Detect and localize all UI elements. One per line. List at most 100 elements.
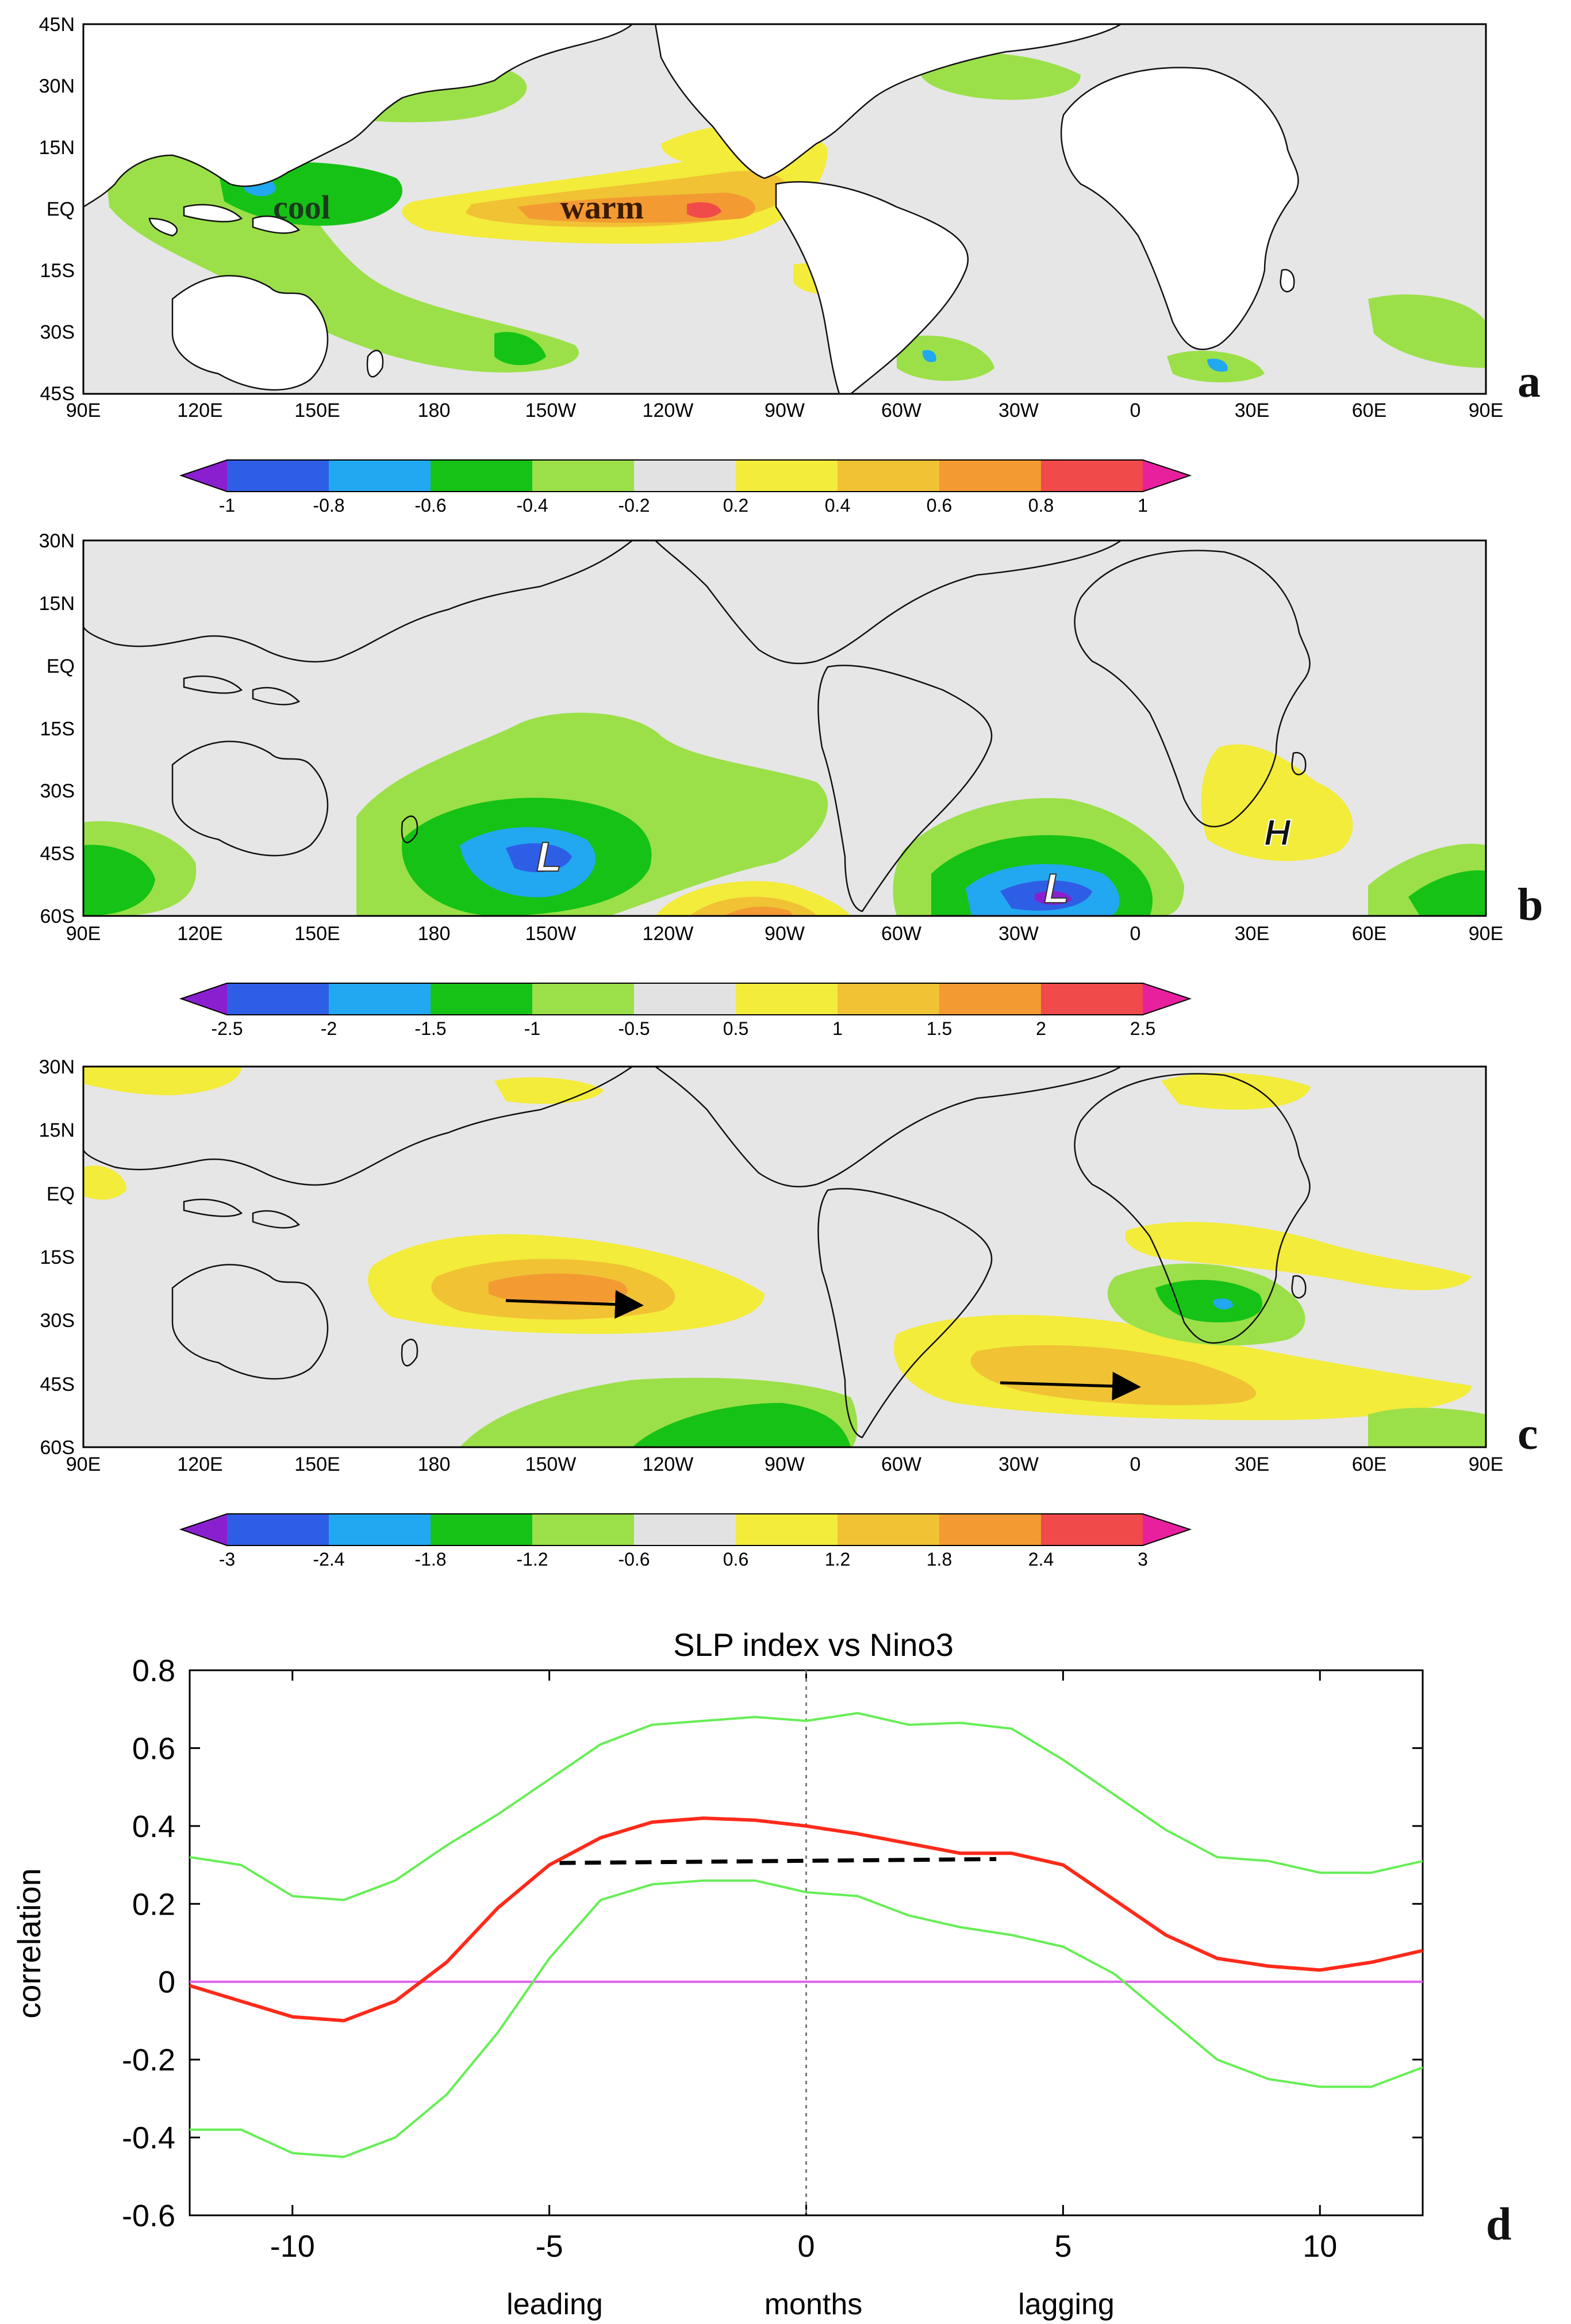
lat-label: 15N bbox=[39, 593, 75, 615]
wave-arrow bbox=[505, 1290, 644, 1319]
colorbar-c: -3 -2.4 -1.8 -1.2 -0.6 0.6 1.2 1.8 2.4 3 bbox=[179, 1513, 1192, 1570]
lat-label: 30N bbox=[39, 530, 75, 552]
land-indonesia bbox=[183, 1198, 301, 1229]
colorbar-b-label: -1 bbox=[524, 1018, 540, 1039]
panel-b-lat-labels: 30N 15N EQ 15S 30S 45S 60S bbox=[39, 530, 75, 927]
colorbar-a-label: 0.8 bbox=[1028, 495, 1054, 516]
anomaly-io-high-yellow bbox=[1201, 744, 1353, 861]
colorbar-c-bin bbox=[1041, 1514, 1143, 1546]
lon-label: 90W bbox=[765, 923, 805, 945]
lon-label: 30E bbox=[1235, 1454, 1270, 1475]
anomaly-west-yellow bbox=[83, 1165, 126, 1200]
lon-label: 90E bbox=[66, 400, 101, 421]
land-asia bbox=[83, 1067, 634, 1186]
colorbar-a-label: -1 bbox=[219, 495, 235, 516]
x-tick-label: 0 bbox=[797, 2229, 815, 2264]
anomaly-sp-pos-dark bbox=[724, 907, 793, 916]
y-axis-label: correlation bbox=[11, 1868, 47, 2018]
lon-label: 120E bbox=[177, 1454, 222, 1475]
colorbar-c-label: 0.6 bbox=[723, 1549, 748, 1570]
colorbar-a-outline bbox=[179, 459, 1192, 492]
lon-label: 120W bbox=[643, 1454, 694, 1475]
x-tick-label: 5 bbox=[1054, 2229, 1071, 2264]
lon-label: 180 bbox=[418, 923, 451, 945]
panel-c-lon-labels: 90E 120E 150E 180 150W 120W 90W 60W 30W … bbox=[66, 1454, 1504, 1475]
land-north-america bbox=[654, 24, 1123, 179]
anomaly-east-green bbox=[1368, 1408, 1486, 1447]
land-australia bbox=[171, 275, 329, 391]
panel-d: SLP index vs Nino3 -0.6 -0.4 -0.2 0 0.2 0.4 0.… bbox=[11, 1627, 1512, 2321]
lat-label: 45S bbox=[40, 843, 75, 865]
panel-c-lat-labels: 30N 15N EQ 15S 30S 45S 60S bbox=[39, 1056, 75, 1459]
colorbar-a-bin bbox=[227, 460, 329, 492]
panel-b-map bbox=[83, 540, 1486, 916]
lat-label: 30S bbox=[40, 1310, 75, 1332]
lon-label: 150W bbox=[525, 923, 577, 945]
panel-a-frame bbox=[82, 23, 1487, 395]
lat-label: 30S bbox=[40, 321, 75, 343]
y-tick-label: 0.2 bbox=[132, 1887, 175, 1922]
lower-bound-line bbox=[190, 1879, 1423, 2158]
lon-label: 30W bbox=[998, 1454, 1039, 1475]
lat-label: 15N bbox=[39, 1119, 75, 1141]
lon-label: 90E bbox=[1469, 400, 1504, 421]
months-label: months bbox=[765, 2288, 863, 2321]
colorbar-c-label: -1.8 bbox=[414, 1549, 446, 1570]
panel-letter-d: d bbox=[1486, 2199, 1512, 2250]
colorbar-a-bin bbox=[329, 460, 431, 492]
land-madagascar bbox=[1291, 751, 1307, 776]
colorbar-b-bin bbox=[329, 983, 431, 1015]
lon-label: 180 bbox=[418, 1454, 451, 1475]
lon-label: 60E bbox=[1352, 1454, 1387, 1475]
colorbar-c-label: 1.2 bbox=[825, 1549, 850, 1570]
colorbar-b: -2.5 -2 -1.5 -1 -0.5 0.5 1 1.5 2 2.5 bbox=[179, 983, 1192, 1039]
colorbar-a-label: 0.2 bbox=[723, 495, 748, 516]
colorbar-b-right-arrow bbox=[1143, 983, 1190, 1015]
anomaly-satl-blue bbox=[922, 350, 936, 362]
lon-label: 150W bbox=[525, 1454, 577, 1475]
panel-a: 45N 30N 15N EQ 15S 30S 45S 90E 120E 150E… bbox=[39, 14, 1541, 516]
panel-b: 30N 15N EQ 15S 30S 45S 60S 90E 120E 150E… bbox=[39, 530, 1543, 1039]
colorbar-b-bin bbox=[227, 983, 329, 1015]
lon-label: 180 bbox=[418, 400, 451, 421]
land-africa bbox=[1074, 1073, 1311, 1344]
lon-label: 120W bbox=[643, 400, 694, 421]
colorbar-b-label: -0.5 bbox=[618, 1018, 650, 1039]
lat-label: 60S bbox=[40, 1437, 75, 1459]
lon-label: 30E bbox=[1235, 400, 1270, 421]
panel-c: 30N 15N EQ 15S 30S 45S 60S 90E 120E 150E… bbox=[39, 1056, 1538, 1570]
colorbar-c-label: -1.2 bbox=[516, 1549, 548, 1570]
correlation-line bbox=[189, 1816, 1423, 2023]
colorbar-a-label: 0.6 bbox=[927, 495, 952, 516]
x-tick-label: 10 bbox=[1303, 2229, 1337, 2264]
lat-label: 15N bbox=[39, 137, 75, 159]
lon-label: 90E bbox=[66, 923, 101, 945]
land-north-america bbox=[654, 540, 1123, 665]
colorbar-b-outline bbox=[179, 983, 1192, 1015]
colorbar-b-bin bbox=[532, 983, 634, 1015]
colorbar-c-left-arrow bbox=[181, 1514, 227, 1546]
colorbar-a-bin bbox=[431, 460, 532, 492]
colorbar-b-label: -2.5 bbox=[211, 1018, 243, 1039]
colorbar-b-label: 2.5 bbox=[1130, 1018, 1155, 1039]
colorbar-c-bin bbox=[431, 1514, 532, 1546]
y-axis: -0.6 -0.4 -0.2 0 0.2 0.4 0.6 0.8 bbox=[122, 1654, 1423, 2233]
anomaly-io-blue bbox=[1207, 358, 1228, 372]
colorbar-c-label: 1.8 bbox=[927, 1549, 952, 1570]
colorbar-c-bin bbox=[532, 1514, 634, 1546]
lat-label: 45S bbox=[40, 383, 75, 405]
lon-label: 0 bbox=[1130, 923, 1141, 945]
panel-c-map bbox=[83, 1067, 1486, 1447]
land-africa bbox=[1074, 550, 1311, 828]
reference-lines bbox=[190, 1670, 1423, 2215]
y-tick-label: -0.4 bbox=[122, 2121, 175, 2156]
colorbar-c-label: 2.4 bbox=[1028, 1549, 1054, 1570]
land-madagascar bbox=[1280, 269, 1295, 293]
colorbar-c-bin bbox=[838, 1514, 939, 1546]
lat-label: EQ bbox=[47, 655, 75, 677]
panel-letter-b: b bbox=[1518, 880, 1543, 930]
colorbar-b-label: 1.5 bbox=[927, 1018, 952, 1039]
anomaly-sp-green-south-dark bbox=[632, 1403, 851, 1447]
anomaly-wp-light-green bbox=[103, 138, 579, 373]
